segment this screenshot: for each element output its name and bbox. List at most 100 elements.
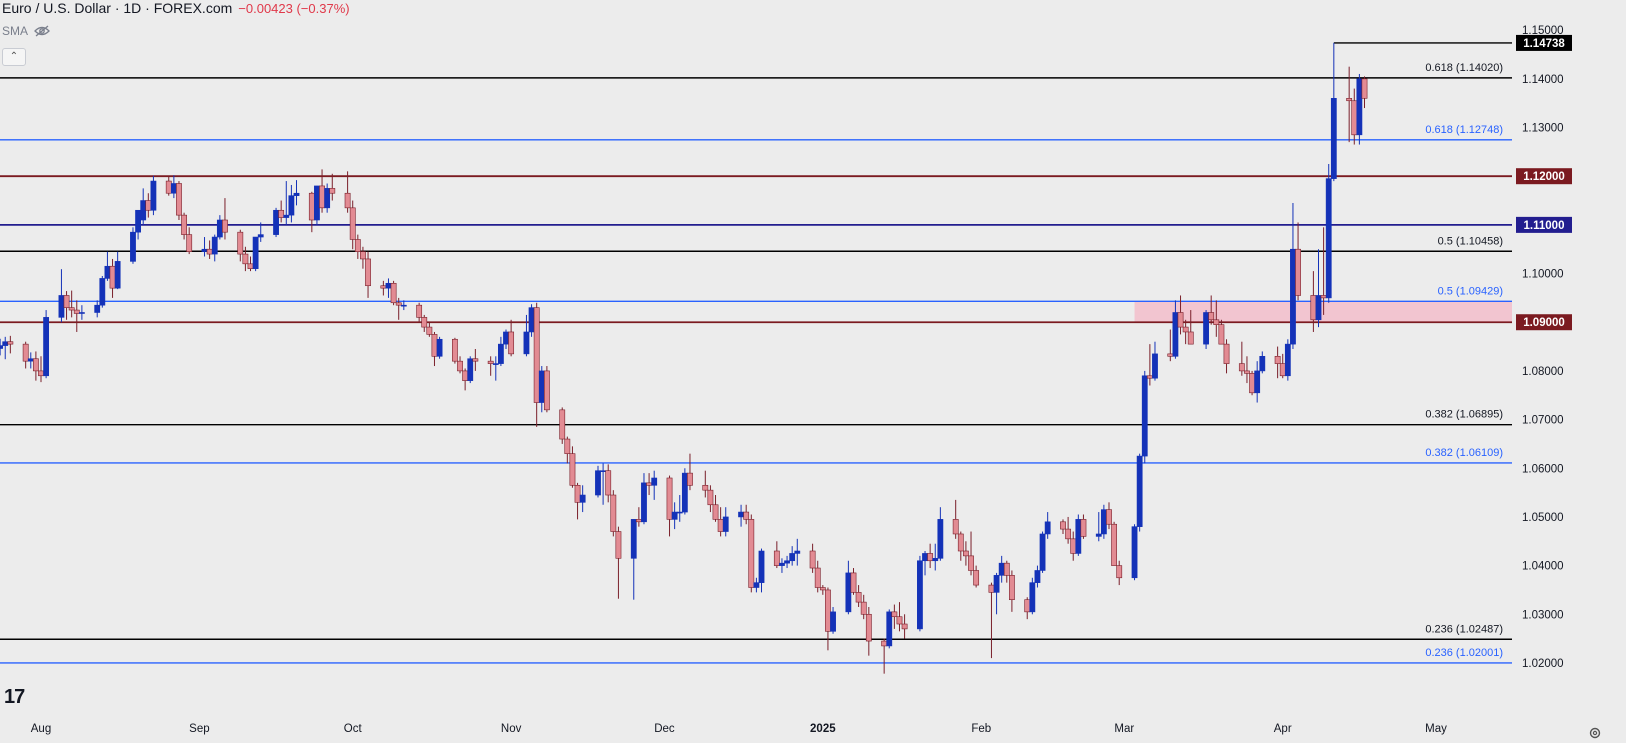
candle-body xyxy=(288,195,295,216)
candle-body xyxy=(1003,562,1010,576)
y-tick-label: 1.10000 xyxy=(1522,269,1564,281)
candle-body xyxy=(492,363,499,365)
candle-body xyxy=(1034,570,1041,583)
candle-body xyxy=(957,533,964,552)
candle-body xyxy=(1310,295,1317,321)
tradingview-logo: 17 xyxy=(4,686,25,708)
candle-body xyxy=(1039,533,1046,571)
candle-body xyxy=(676,511,683,514)
x-tick-label: Oct xyxy=(344,723,363,735)
candle-body xyxy=(1070,538,1077,554)
candle-body xyxy=(211,236,218,255)
candle-body xyxy=(344,192,351,209)
candle-body xyxy=(814,567,821,588)
candle-body xyxy=(988,584,995,593)
y-tick-label: 1.13000 xyxy=(1522,123,1564,135)
candle-body xyxy=(1095,533,1102,537)
candle-body xyxy=(38,370,44,377)
symbol-header[interactable]: Euro / U.S. Dollar · 1D · FOREX.com −0.00… xyxy=(2,0,350,18)
candle-body xyxy=(457,360,463,372)
candle-body xyxy=(773,550,780,566)
candle-body xyxy=(400,304,407,307)
candle-body xyxy=(150,180,157,211)
candle-body xyxy=(114,261,121,289)
y-tick-label: 1.03000 xyxy=(1522,609,1564,621)
candle-body xyxy=(845,572,852,613)
candle-body xyxy=(1351,100,1358,136)
candle-body xyxy=(1008,575,1015,600)
candle-body xyxy=(1065,528,1072,540)
candle-body xyxy=(176,183,182,216)
candle-body xyxy=(1116,565,1123,579)
candle-body xyxy=(104,265,111,279)
candle-body xyxy=(722,516,729,532)
y-tick-label: 1.02000 xyxy=(1522,658,1564,670)
candle-body xyxy=(932,558,939,562)
x-tick-label: 2025 xyxy=(810,723,836,735)
price-tag-7: 1.09000 xyxy=(1523,317,1565,329)
candle-body xyxy=(1106,509,1112,525)
candle-body xyxy=(717,519,724,532)
candle-body xyxy=(140,200,147,221)
x-tick-label: Feb xyxy=(971,723,991,735)
candle-body xyxy=(1152,353,1158,379)
candle-body xyxy=(1284,343,1291,377)
sma-indicator[interactable]: SMA xyxy=(2,24,50,38)
candle-body xyxy=(32,358,39,372)
candle-body xyxy=(1177,312,1184,328)
candle-body xyxy=(1320,295,1327,299)
candle-body xyxy=(1249,373,1255,394)
candle-body xyxy=(1346,98,1353,102)
candle-body xyxy=(43,317,50,377)
candle-body xyxy=(896,616,903,625)
candle-body xyxy=(1136,455,1143,527)
candle-body xyxy=(681,472,688,513)
candle-body xyxy=(1279,363,1286,377)
candle-body xyxy=(1146,375,1153,379)
candle-body xyxy=(314,185,320,221)
candle-body xyxy=(472,358,479,362)
candle-body xyxy=(242,253,249,265)
candle-body xyxy=(22,343,29,362)
candle-body xyxy=(666,477,673,520)
candle-body xyxy=(993,575,1000,593)
candle-body xyxy=(881,640,888,647)
candle-body xyxy=(927,553,934,562)
candle-body xyxy=(1060,521,1066,530)
candle-body xyxy=(794,550,801,554)
candle-body xyxy=(467,358,474,381)
candle-body xyxy=(278,209,285,218)
candle-body xyxy=(1223,343,1230,364)
candle-body xyxy=(574,484,581,503)
candle-body xyxy=(360,251,366,260)
candle-body xyxy=(1075,519,1082,554)
candle-body xyxy=(1172,312,1179,357)
candle-body xyxy=(615,531,622,559)
eye-hidden-icon[interactable] xyxy=(34,25,50,37)
price-tag-3: 1.12000 xyxy=(1523,171,1565,183)
x-tick-label: Mar xyxy=(1114,723,1134,735)
candle-body xyxy=(830,611,836,632)
gear-icon[interactable] xyxy=(1588,726,1602,740)
candle-body xyxy=(1315,295,1322,321)
candle-body xyxy=(329,188,336,194)
candle-body xyxy=(222,219,228,233)
candle-body xyxy=(789,553,796,562)
candle-body xyxy=(181,214,187,235)
candle-body xyxy=(600,470,606,472)
candle-body xyxy=(63,295,70,308)
candle-body xyxy=(702,484,709,491)
y-tick-label: 1.05000 xyxy=(1522,512,1564,524)
candle-body xyxy=(273,209,279,235)
candle-body xyxy=(487,360,494,364)
collapse-legend-button[interactable]: ⌃ xyxy=(2,48,26,66)
candle-body xyxy=(380,285,387,289)
x-tick-label: Sep xyxy=(189,723,209,735)
candle-body xyxy=(201,248,208,252)
candle-body xyxy=(850,572,857,593)
candle-body xyxy=(395,302,402,306)
y-tick-label: 1.15000 xyxy=(1522,25,1564,37)
candle-body xyxy=(855,592,862,603)
candle-body xyxy=(610,494,617,532)
